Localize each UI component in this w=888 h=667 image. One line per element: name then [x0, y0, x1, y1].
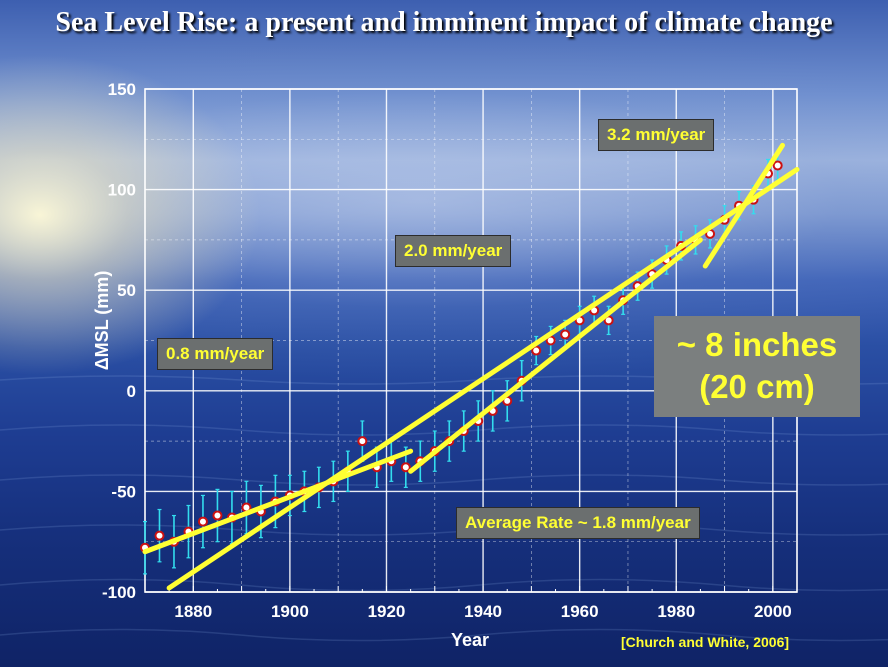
trend-line-4	[166, 166, 800, 591]
rate-box-2.0: 2.0 mm/year	[395, 235, 512, 267]
y-tick-label: -50	[111, 482, 136, 501]
average-rate-box: Average Rate ~ 1.8 mm/year	[456, 507, 700, 539]
x-tick-label: 2000	[754, 602, 792, 621]
data-point	[212, 510, 223, 521]
total-inches-label: ~ 8 inches	[676, 326, 838, 363]
y-tick-label: 100	[108, 181, 136, 200]
y-tick-label: -100	[102, 583, 136, 602]
x-tick-label: 1940	[464, 602, 502, 621]
x-tick-label: 1900	[271, 602, 309, 621]
slide-title: Sea Level Rise: a present and imminent i…	[55, 7, 833, 38]
rate-box-3.2: 3.2 mm/year	[598, 119, 715, 151]
data-point	[560, 329, 571, 340]
trend-line-2	[408, 237, 703, 474]
data-point	[357, 436, 368, 447]
data-point	[400, 462, 411, 473]
y-axis-title: ΔMSL (mm)	[92, 271, 112, 371]
data-point	[197, 516, 208, 527]
rate-box-0.8: 0.8 mm/year	[157, 338, 274, 370]
data-point	[772, 160, 783, 171]
total-cm-label: (20 cm)	[699, 368, 815, 405]
x-tick-label: 1920	[368, 602, 406, 621]
total-rise-box: ~ 8 inches (20 cm)	[654, 316, 860, 417]
x-tick-label: 1980	[657, 602, 695, 621]
x-tick-label: 1880	[174, 602, 212, 621]
data-point	[154, 530, 165, 541]
data-point	[531, 345, 542, 356]
citation: [Church and White, 2006]	[621, 634, 790, 650]
x-axis-title: Year	[451, 630, 489, 650]
y-tick-label: 50	[117, 281, 136, 300]
x-tick-label: 1960	[561, 602, 599, 621]
trend-line-1	[142, 448, 414, 555]
y-tick-label: 150	[108, 80, 136, 99]
data-point	[603, 315, 614, 326]
y-tick-label: 0	[127, 382, 136, 401]
